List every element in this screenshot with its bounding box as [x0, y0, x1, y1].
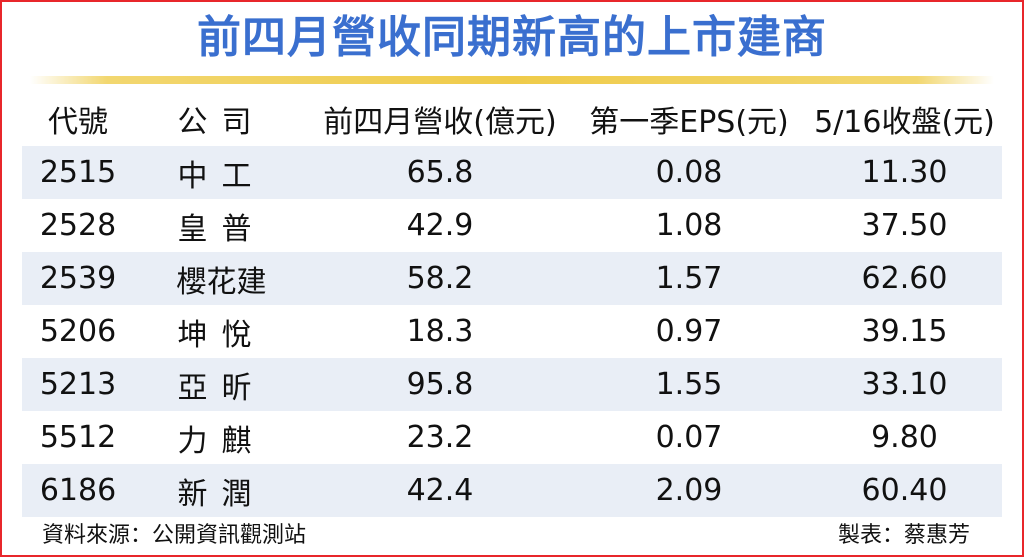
cell-company: 中工 — [134, 146, 309, 199]
table-row: 2528 皇普 42.9 1.08 37.50 — [22, 199, 1002, 252]
cell-code: 5512 — [22, 411, 134, 464]
cell-code: 6186 — [22, 464, 134, 517]
table-row: 2515 中工 65.8 0.08 11.30 — [22, 146, 1002, 199]
source-note: 資料來源：公開資訊觀測站 — [42, 523, 307, 548]
table-header-row: 代號 公司 前四月營收(億元) 第一季EPS(元) 5/16收盤(元) — [22, 92, 1002, 146]
cell-eps: 0.08 — [571, 146, 807, 199]
cell-company: 力麒 — [134, 411, 309, 464]
table-row: 5512 力麒 23.2 0.07 9.80 — [22, 411, 1002, 464]
header-revenue: 前四月營收(億元) — [323, 105, 557, 140]
cell-revenue: 42.4 — [309, 464, 571, 517]
cell-eps: 1.57 — [571, 252, 807, 305]
cell-company: 坤悅 — [134, 305, 309, 358]
cell-company: 櫻花建 — [134, 252, 309, 305]
cell-revenue: 95.8 — [309, 358, 571, 411]
cell-revenue: 58.2 — [309, 252, 571, 305]
table-row: 2539 櫻花建 58.2 1.57 62.60 — [22, 252, 1002, 305]
cell-eps: 1.08 — [571, 199, 807, 252]
cell-close: 9.80 — [807, 411, 1002, 464]
cell-revenue: 18.3 — [309, 305, 571, 358]
cell-eps: 2.09 — [571, 464, 807, 517]
table-row: 6186 新潤 42.4 2.09 60.40 — [22, 464, 1002, 517]
cell-close: 11.30 — [807, 146, 1002, 199]
cell-revenue: 23.2 — [309, 411, 571, 464]
cell-close: 62.60 — [807, 252, 1002, 305]
header-code: 代號 — [48, 105, 108, 140]
cell-code: 5213 — [22, 358, 134, 411]
page-title: 前四月營收同期新高的上市建商 — [197, 12, 827, 63]
cell-close: 39.15 — [807, 305, 1002, 358]
cell-company: 亞昕 — [134, 358, 309, 411]
table-row: 5206 坤悅 18.3 0.97 39.15 — [22, 305, 1002, 358]
cell-eps: 0.07 — [571, 411, 807, 464]
cell-code: 2515 — [22, 146, 134, 199]
cell-company: 新潤 — [134, 464, 309, 517]
cell-eps: 1.55 — [571, 358, 807, 411]
cell-close: 37.50 — [807, 199, 1002, 252]
construction-revenue-table: 代號 公司 前四月營收(億元) 第一季EPS(元) 5/16收盤(元) 2515… — [22, 92, 1002, 517]
title-divider — [30, 76, 994, 84]
table-row: 5213 亞昕 95.8 1.55 33.10 — [22, 358, 1002, 411]
cell-close: 33.10 — [807, 358, 1002, 411]
cell-eps: 0.97 — [571, 305, 807, 358]
cell-company: 皇普 — [134, 199, 309, 252]
cell-code: 2528 — [22, 199, 134, 252]
cell-code: 2539 — [22, 252, 134, 305]
header-company: 公司 — [177, 105, 266, 140]
cell-close: 60.40 — [807, 464, 1002, 517]
cell-code: 5206 — [22, 305, 134, 358]
header-close: 5/16收盤(元) — [814, 105, 995, 140]
cell-revenue: 65.8 — [309, 146, 571, 199]
cell-revenue: 42.9 — [309, 199, 571, 252]
header-eps: 第一季EPS(元) — [589, 105, 789, 140]
maker-credit: 製表：蔡惠芳 — [837, 523, 970, 548]
